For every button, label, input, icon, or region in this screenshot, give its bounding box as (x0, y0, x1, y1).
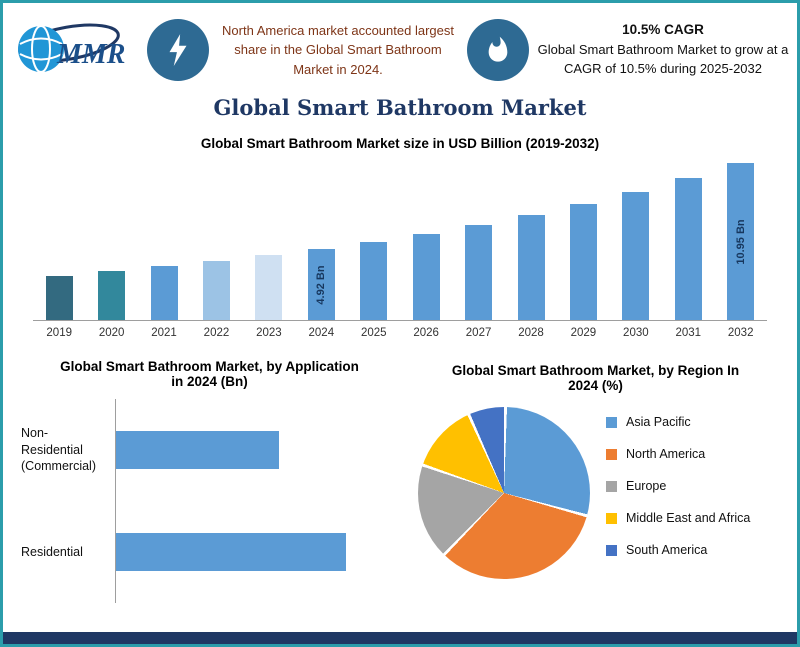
legend-item: South America (606, 543, 750, 557)
bar-column (190, 261, 242, 320)
bar-chart-plot: 4.92 Bn 10.95 Bn (33, 159, 767, 321)
legend-swatch (606, 512, 617, 524)
header: MMR North America market accounted large… (3, 3, 797, 87)
mmr-logo: MMR (18, 23, 125, 73)
globe-icon (18, 26, 64, 72)
lightning-icon-badge (147, 19, 209, 81)
legend-label: North America (626, 447, 706, 461)
x-axis-label: 2026 (413, 327, 439, 339)
pie-legend: Asia Pacific North America Europe Middle Ea… (606, 399, 750, 575)
application-bar-chart: Global Smart Bathroom Market, by Applica… (13, 355, 398, 603)
lightning-icon (169, 34, 187, 66)
bar-column (243, 255, 295, 320)
region-pie-chart: Global Smart Bathroom Market, by Region … (398, 355, 787, 603)
application-axis-labels: Non-Residential (Commercial) Residential (21, 399, 115, 603)
bar-2029 (569, 204, 597, 320)
x-axis-label: 2028 (518, 327, 544, 339)
application-bars (115, 399, 398, 603)
pie-chart (418, 407, 590, 579)
application-bar (116, 533, 346, 571)
x-axis-label: 2020 (98, 327, 125, 339)
bar-2028 (517, 215, 545, 320)
flame-icon-badge (467, 19, 529, 81)
bar-2023 (255, 255, 283, 320)
bottom-charts: Global Smart Bathroom Market, by Applica… (3, 355, 797, 603)
bar-chart-title: Global Smart Bathroom Market size in USD… (200, 136, 600, 151)
application-bar-row (116, 399, 398, 501)
bar-value-label: 10.95 Bn (734, 218, 747, 265)
callout-right: 10.5% CAGR Global Smart Bathroom Market … (537, 22, 789, 79)
bar-2019 (45, 276, 73, 320)
bar-column (33, 276, 85, 320)
legend-label: Asia Pacific (626, 415, 691, 429)
bar-column: 10.95 Bn (714, 163, 766, 320)
market-size-bar-chart: Global Smart Bathroom Market size in USD… (33, 136, 767, 343)
x-axis-label: 2029 (570, 327, 597, 339)
legend-label: Middle East and Africa (626, 511, 751, 525)
bar-2025 (360, 242, 388, 320)
legend-item: Middle East and Africa (606, 511, 750, 525)
legend-swatch (606, 544, 617, 556)
bar-value-label: 4.92 Bn (315, 264, 328, 305)
logo-text: MMR (56, 39, 125, 70)
bar-2031 (674, 178, 702, 320)
bar-2032: 10.95 Bn (727, 163, 755, 320)
bar-2027 (465, 225, 493, 320)
cagr-heading: 10.5% CAGR (622, 21, 704, 37)
x-axis-label: 2025 (360, 327, 387, 339)
bar-column: 4.92 Bn (295, 249, 347, 320)
x-axis-label: 2031 (675, 327, 702, 339)
x-axis-label: 2021 (151, 327, 177, 339)
x-axis-label: 2019 (46, 327, 72, 339)
bar-chart-xaxis: 2019 2020 2021 2022 2023 2024 2025 2026 2027 2028… (33, 321, 767, 343)
legend-label: Europe (626, 479, 667, 493)
bar-column (348, 242, 400, 320)
callout-right-text: Global Smart Bathroom Market to grow at … (537, 41, 789, 76)
bar-column (505, 215, 557, 320)
bar-2030 (622, 192, 650, 320)
x-axis-label: 2030 (623, 327, 649, 339)
legend-swatch (606, 416, 617, 428)
application-bar (116, 431, 279, 469)
bar-column (662, 178, 714, 320)
bar-2026 (412, 234, 440, 320)
x-axis-label: 2024 (308, 327, 335, 339)
callout-left-text: North America market accounted largest s… (222, 22, 454, 77)
bar-column (400, 234, 452, 320)
footer-bar (3, 632, 797, 644)
bar-2022 (202, 261, 230, 320)
legend-label: South America (626, 543, 708, 557)
bar-2024: 4.92 Bn (307, 249, 335, 320)
bar-2020 (98, 271, 126, 320)
legend-item: Europe (606, 479, 750, 493)
legend-swatch (606, 480, 617, 492)
application-chart-body: Non-Residential (Commercial) Residential (21, 399, 398, 603)
region-chart-body: Asia Pacific North America Europe Middle Ea… (404, 399, 787, 579)
page-title: Global Smart Bathroom Market (213, 95, 587, 120)
x-axis-label: 2027 (465, 327, 492, 339)
legend-item: North America (606, 447, 750, 461)
x-axis-label: 2032 (727, 327, 754, 339)
bar-column (138, 266, 190, 320)
flame-icon (488, 36, 508, 62)
x-axis-label: 2022 (203, 327, 230, 339)
bar-2021 (150, 266, 178, 320)
bar-column (452, 225, 504, 320)
bar-column (557, 204, 609, 320)
application-category-label: Residential (21, 544, 83, 559)
legend-item: Asia Pacific (606, 415, 750, 429)
bar-column (610, 192, 662, 320)
bar-column (85, 271, 137, 320)
application-bar-row (116, 501, 398, 603)
x-axis-label: 2023 (256, 327, 282, 339)
application-chart-title: Global Smart Bathroom Market, by Applica… (60, 359, 359, 389)
region-chart-title: Global Smart Bathroom Market, by Region … (451, 363, 740, 393)
application-category-label: Non-Residential (Commercial) (21, 425, 96, 474)
legend-swatch (606, 448, 617, 460)
